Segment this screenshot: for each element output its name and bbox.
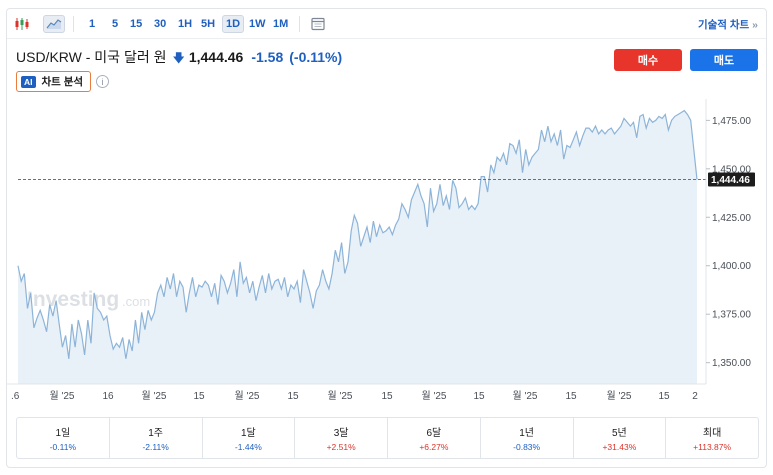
perf-cell-3m[interactable]: 3달 +2.51%	[295, 418, 388, 458]
perf-cell-1m[interactable]: 1달 -1.44%	[203, 418, 296, 458]
timeframe-1d[interactable]: 1D	[222, 15, 245, 33]
chart-widget: 1 5 15 30 1H 5H 1D 1W 1M 기술적 차트» USD/KRW…	[6, 8, 767, 468]
perf-label: 최대	[702, 428, 722, 439]
perf-label: 1주	[148, 428, 163, 439]
instrument-name: USD/KRW - 미국 달러 원	[16, 49, 167, 65]
y-tick-label: 1,400.00	[712, 261, 751, 272]
perf-cell-6m[interactable]: 6달 +6.27%	[388, 418, 481, 458]
perf-cell-max[interactable]: 최대 +113.87%	[666, 418, 758, 458]
perf-value: +6.27%	[419, 442, 449, 452]
ai-button-label: 차트 분석	[41, 76, 84, 88]
timeframe-1m[interactable]: 1M	[273, 18, 289, 30]
x-tick-label: 월 '25	[512, 390, 537, 402]
x-tick-label: 15	[287, 391, 299, 402]
watermark-logo: Investing	[27, 288, 119, 311]
buy-button[interactable]: 매수	[614, 49, 682, 71]
instrument-header: USD/KRW - 미국 달러 원 🡇 1,444.46 -1.58 (-0.1…	[16, 47, 342, 70]
timeframe-15[interactable]: 15	[130, 18, 143, 30]
double-chevron-right-icon: »	[752, 19, 758, 31]
x-tick-label: 월 '25	[234, 390, 259, 402]
x-tick-label: 2	[692, 391, 698, 402]
technical-chart-label: 기술적 차트	[697, 19, 750, 31]
y-tick-label: 1,425.00	[712, 213, 751, 224]
perf-label: 6달	[426, 428, 442, 439]
perf-value: -0.83%	[513, 442, 541, 452]
y-axis: 1,475.00 1,450.00 1,425.00 1,400.00 1,375.00…	[705, 99, 751, 384]
timeframe-1h[interactable]: 1H	[178, 18, 193, 30]
perf-value: -1.44%	[234, 442, 262, 452]
watermark-suffix: .com	[122, 294, 150, 309]
perf-label: 5년	[611, 428, 627, 439]
price-line	[17, 109, 698, 359]
ai-badge-icon: AI	[21, 75, 36, 88]
price-change-percent: (-0.11%)	[289, 49, 343, 65]
y-tick-label: 1,475.00	[712, 116, 751, 127]
x-tick-label: .6	[11, 391, 20, 402]
technical-chart-link[interactable]: 기술적 차트»	[698, 17, 758, 32]
arrow-down-icon: 🡇	[172, 51, 185, 65]
price-area-fill	[18, 110, 697, 384]
perf-cell-1d[interactable]: 1일 -0.11%	[17, 418, 110, 458]
x-axis: .6 월 '25 16 월 '25 15 월 '25 15 월 '25 15 월 '25 15 월 '…	[7, 383, 706, 402]
timeframe-1w[interactable]: 1W	[249, 18, 266, 30]
perf-label: 1달	[240, 428, 256, 439]
perf-value: -2.11%	[142, 442, 169, 452]
x-tick-label: 15	[381, 391, 393, 402]
timeframe-1[interactable]: 1	[88, 18, 96, 30]
perf-value: +31.43%	[602, 442, 637, 452]
perf-cell-5y[interactable]: 5년 +31.43%	[574, 418, 667, 458]
x-tick-label: 월 '25	[421, 390, 446, 402]
calendar-icon[interactable]	[307, 15, 329, 33]
perf-cell-1w[interactable]: 1주 -2.11%	[110, 418, 203, 458]
x-tick-label: 월 '25	[141, 390, 166, 402]
timeframe-30[interactable]: 30	[154, 18, 167, 30]
info-icon[interactable]: i	[96, 75, 109, 88]
y-tick-label: 1,450.00	[712, 164, 751, 175]
price-change: -1.58	[251, 49, 284, 65]
last-price: 1,444.46	[188, 49, 244, 65]
x-tick-label: 월 '25	[327, 390, 352, 402]
sell-button[interactable]: 매도	[690, 49, 758, 71]
current-price-tag: 1,444.46	[708, 172, 755, 187]
x-tick-label: 15	[658, 391, 670, 402]
chart-toolbar: 1 5 15 30 1H 5H 1D 1W 1M 기술적 차트»	[7, 9, 766, 39]
timeframe-5h[interactable]: 5H	[201, 18, 216, 30]
perf-value: +2.51%	[326, 442, 356, 452]
area-chart-icon[interactable]	[43, 15, 65, 33]
performance-strip: 1일 -0.11% 1주 -2.11% 1달 -1.44% 3달 +2.51% …	[16, 417, 759, 459]
y-tick-label: 1,350.00	[712, 358, 751, 369]
x-tick-label: 15	[473, 391, 485, 402]
timeframe-5[interactable]: 5	[111, 18, 119, 30]
perf-label: 1일	[55, 428, 71, 439]
y-tick-label: 1,375.00	[712, 310, 751, 321]
perf-label: 3달	[333, 428, 349, 439]
x-tick-label: 15	[565, 391, 577, 402]
price-chart[interactable]: Investing .com 1,475.001,450.001,425.001…	[7, 9, 767, 468]
x-tick-label: 월 '25	[49, 390, 74, 402]
x-tick-label: 월 '25	[606, 390, 631, 402]
toolbar-divider	[299, 16, 300, 32]
price-tag-label: 1,444.46	[711, 175, 750, 186]
ai-chart-analysis-button[interactable]: AI 차트 분석	[16, 71, 92, 92]
price-tag-background	[708, 172, 755, 187]
perf-value: +113.87%	[693, 442, 732, 452]
perf-cell-1y[interactable]: 1년 -0.83%	[481, 418, 574, 458]
x-tick-label: 16	[102, 391, 114, 402]
candlestick-icon[interactable]	[11, 15, 33, 33]
perf-value: -0.11%	[49, 442, 77, 452]
x-tick-label: 15	[193, 391, 205, 402]
toolbar-divider	[73, 16, 74, 32]
perf-label: 1년	[519, 428, 534, 439]
